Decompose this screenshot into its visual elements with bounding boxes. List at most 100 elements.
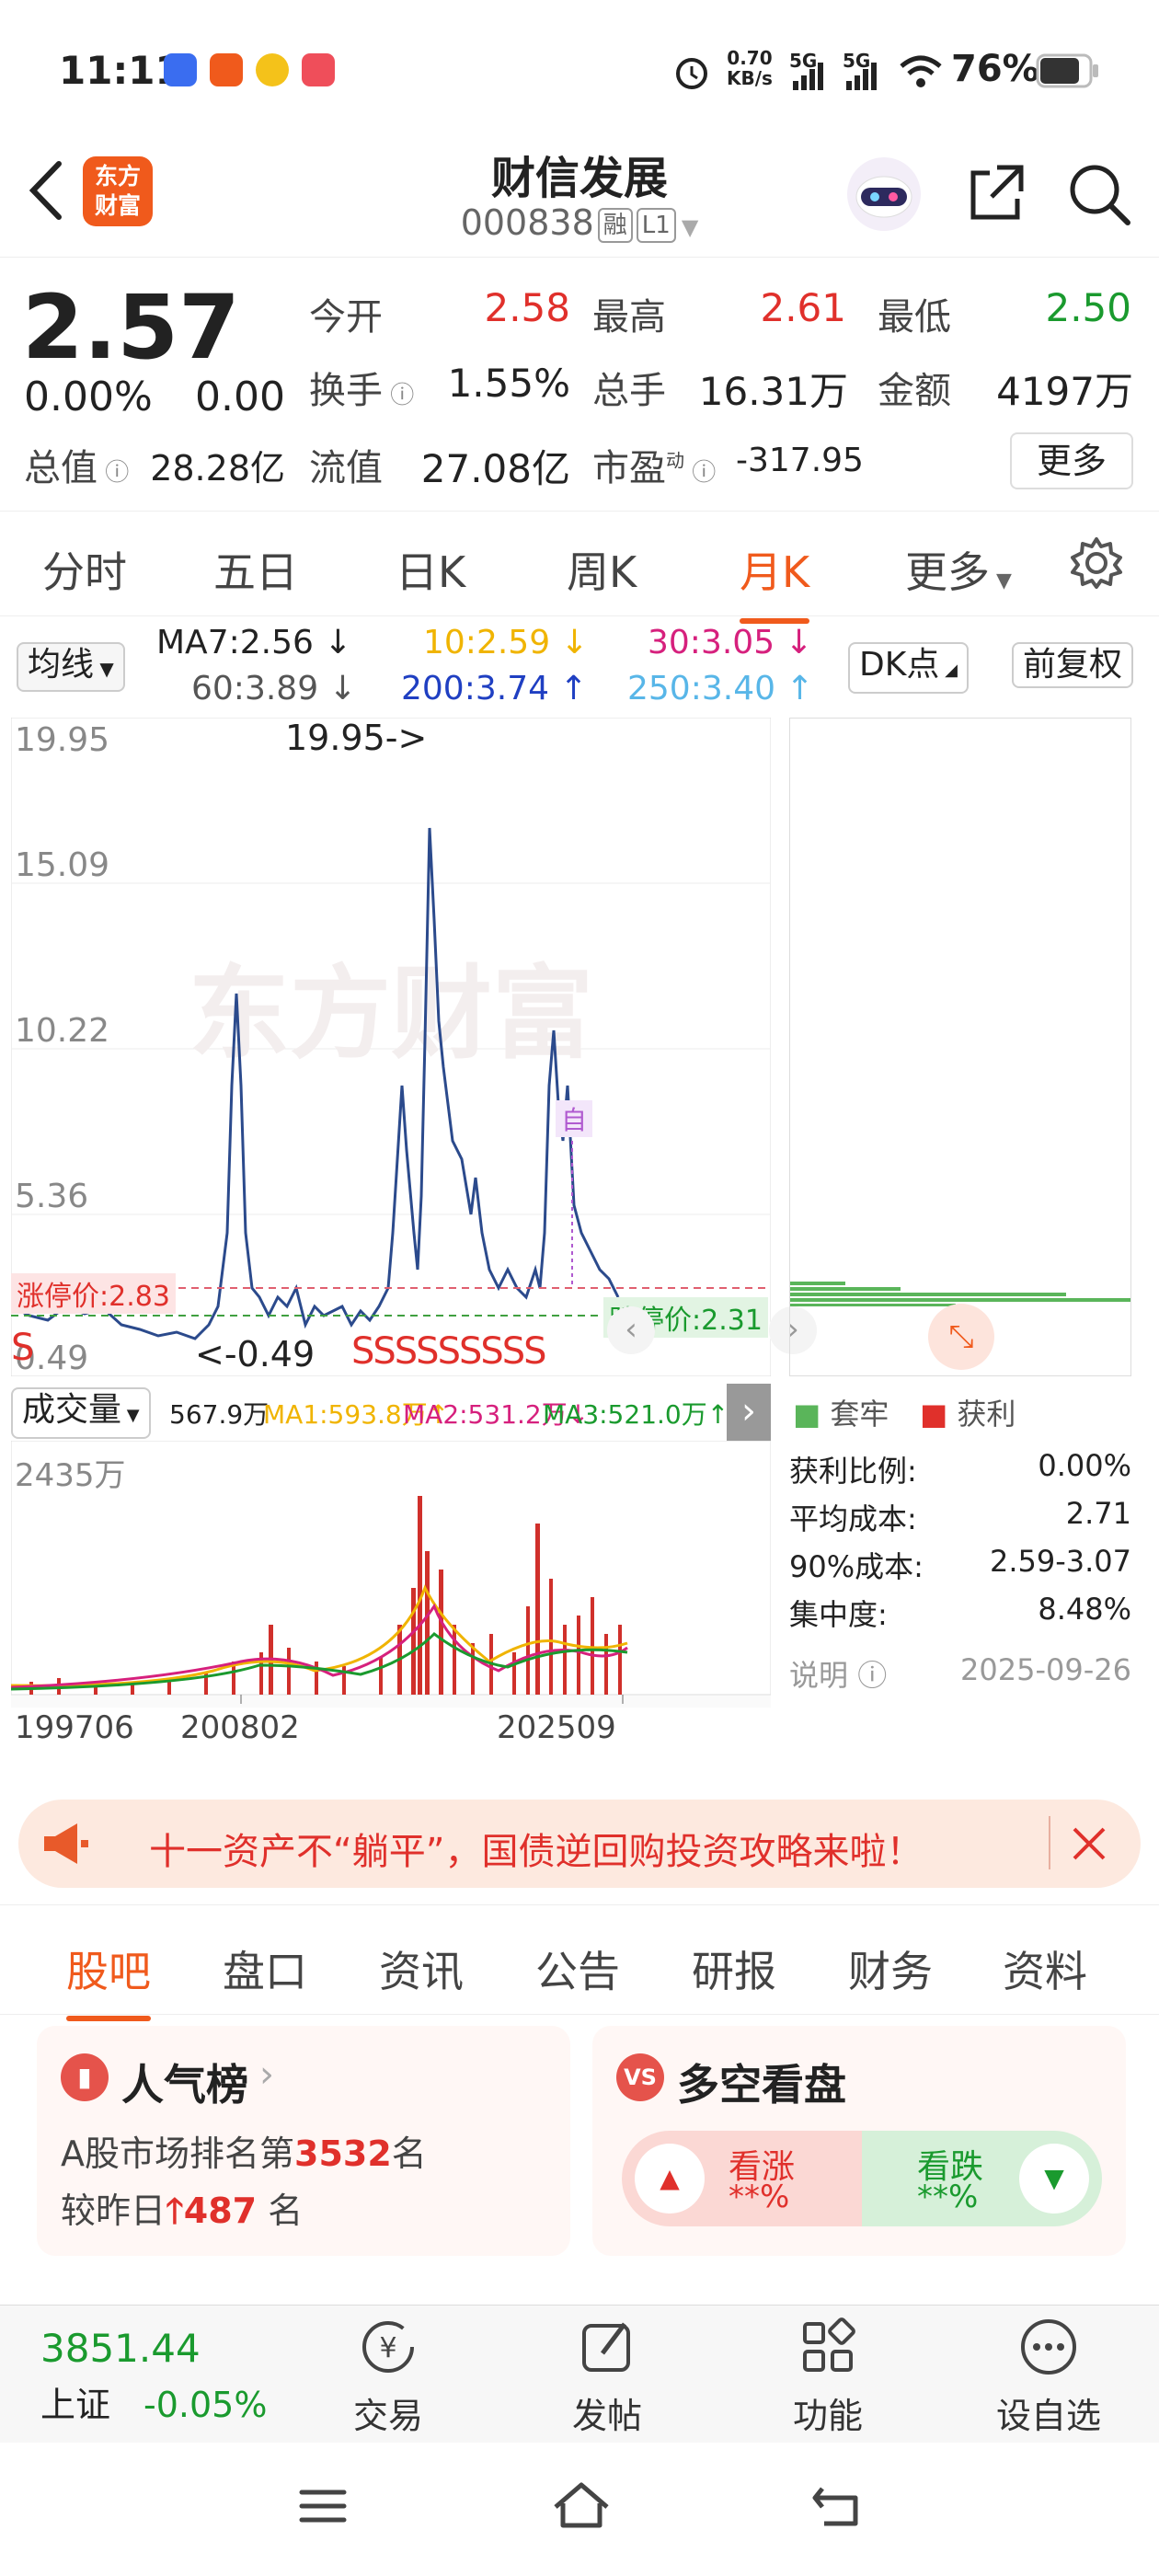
volume-ma1: MA1:593.8万↑ xyxy=(263,1399,450,1430)
info-icon[interactable]: 说明 ⓘ xyxy=(789,1658,888,1693)
bottom-toolbar: 3851.44 上证 -0.05% ¥ 交易 发帖 功能 设自选 xyxy=(0,2305,1159,2443)
turnover-value: 1.55% xyxy=(447,361,570,406)
x-label-start: 199706 xyxy=(15,1709,134,1746)
back-icon[interactable] xyxy=(22,158,68,223)
tab-announcements[interactable]: 公告 xyxy=(535,1947,620,1996)
tab-forum[interactable]: 股吧 xyxy=(66,1938,151,2021)
tab-finance[interactable]: 财务 xyxy=(848,1947,933,1996)
popularity-card[interactable]: ▮ 人气榜 › A股市场排名第3532名 较昨日🡑487 名 xyxy=(37,2026,570,2256)
tab-news[interactable]: 资讯 xyxy=(379,1947,464,1996)
low-value: 2.50 xyxy=(1045,285,1131,330)
ma10-value: 10:2.59 ↓ xyxy=(423,624,589,661)
shop-app-icon xyxy=(302,53,335,86)
open-value: 2.58 xyxy=(484,285,570,330)
tab-order-book[interactable]: 盘口 xyxy=(223,1947,307,1996)
watermark: 东方财富 xyxy=(189,955,593,1073)
bear-value: **% xyxy=(917,2179,979,2215)
chart-prev-icon[interactable]: ‹ xyxy=(607,1306,655,1354)
menu-icon[interactable] xyxy=(298,2485,348,2527)
stock-name: 财信发展 xyxy=(490,153,668,204)
self-select-mark: 自 xyxy=(556,1100,593,1137)
quote-panel: 2.57 0.00% 0.00 今开 2.58 最高 2.61 最低 2.50 … xyxy=(0,259,1159,508)
volume-chart[interactable]: 2435万 199706 200802 202509 xyxy=(10,1440,772,1746)
post-button[interactable]: 发帖 xyxy=(534,2315,681,2438)
y-label-max: 19.95 xyxy=(15,721,110,759)
battery-icon xyxy=(1036,53,1098,88)
share-icon[interactable] xyxy=(964,160,1028,224)
bull-button[interactable]: ▲ 看涨 **% xyxy=(622,2131,862,2226)
vivo-app-icon xyxy=(164,53,197,86)
index-ticker[interactable]: 3851.44 上证 -0.05% xyxy=(40,2326,298,2427)
ma200-value: 200:3.74 ↑ xyxy=(401,670,588,707)
legend-profit: ■ 获利 xyxy=(920,1397,1016,1432)
stock-code-row[interactable]: 000838 融 L1 ▼ xyxy=(0,202,1159,243)
bear-button[interactable]: 看跌 **% ▼ xyxy=(862,2131,1102,2226)
bear-label: 看跌 xyxy=(917,2148,984,2186)
stock-code: 000838 xyxy=(460,202,594,243)
tab-intraday[interactable]: 分时 xyxy=(42,547,127,597)
more-dots-icon xyxy=(1021,2319,1076,2375)
mktcap-value: 28.28亿 xyxy=(150,448,285,489)
level-tag: L1 xyxy=(636,207,676,243)
tab-weekly-k[interactable]: 周K xyxy=(567,547,637,597)
game-app-icon xyxy=(256,53,289,86)
ma-selector[interactable]: 均线 ▼ xyxy=(17,642,125,692)
home-icon[interactable] xyxy=(552,2479,611,2531)
tab-profile[interactable]: 资料 xyxy=(1003,1947,1087,1996)
function-button[interactable]: 功能 xyxy=(754,2315,901,2438)
tab-monthly-k[interactable]: 月K xyxy=(740,539,810,624)
arrow-down-icon: ▼ xyxy=(1019,2144,1089,2214)
tab-five-day[interactable]: 五日 xyxy=(213,547,298,597)
ma30-value: 30:3.05 ↓ xyxy=(648,624,813,661)
ma7-value: MA7:2.56 ↓ xyxy=(156,624,352,661)
concentration-value: 8.48% xyxy=(1038,1592,1131,1627)
price-adjust-button[interactable]: 前复权 xyxy=(1012,642,1134,688)
promo-banner[interactable]: 十一资产不“躺平”，国债逆回购投资攻略来啦！ xyxy=(18,1800,1141,1888)
system-nav-bar xyxy=(0,2443,1159,2576)
ma60-value: 60:3.89 ↓ xyxy=(191,670,357,707)
ma250-value: 250:3.40 ↑ xyxy=(627,670,814,707)
app-logo[interactable]: 东方 财富 xyxy=(83,156,153,226)
net-speed: 0.70 KB/s xyxy=(727,47,773,89)
battery-percent: 76% xyxy=(951,48,1039,90)
high-value: 2.61 xyxy=(760,285,846,330)
more-button[interactable]: 更多 xyxy=(1010,432,1133,489)
current-price: 2.57 xyxy=(22,276,240,379)
profit-ratio-label: 获利比例: xyxy=(789,1454,917,1489)
tab-daily-k[interactable]: 日K xyxy=(396,547,466,597)
add-watchlist-button[interactable]: 设自选 xyxy=(975,2315,1122,2438)
y-label-min: 0.49 xyxy=(15,1340,89,1377)
kline-chart[interactable]: 东方财富 19.95 15.09 10.22 5.36 0.49 19.95->… xyxy=(10,717,817,1377)
y-label-3: 10.22 xyxy=(15,1012,110,1050)
avg-cost-row: 平均成本: 2.71 xyxy=(789,1496,1131,1538)
turnover-label[interactable]: 换手 ⓘ xyxy=(309,370,415,412)
bar-chart-icon: ▮ xyxy=(61,2053,109,2101)
profit-ratio-row: 获利比例: 0.00% xyxy=(789,1448,1131,1490)
content-tabs: 股吧 盘口 资讯 公告 研报 财务 资料 xyxy=(0,1904,1159,2021)
tab-research[interactable]: 研报 xyxy=(692,1947,776,1996)
volume-selector[interactable]: 成交量 ▼ xyxy=(11,1387,151,1439)
megaphone-icon xyxy=(44,1823,88,1864)
close-icon[interactable] xyxy=(1071,1825,1107,1862)
pe-label[interactable]: 市盈动 ⓘ xyxy=(592,447,717,489)
tab-more[interactable]: 更多 ▼ xyxy=(905,547,1012,597)
expand-icon[interactable]: ⤡ xyxy=(928,1304,994,1370)
settings-gear-icon[interactable] xyxy=(1069,535,1124,591)
cost90-label: 90%成本: xyxy=(789,1549,924,1584)
rank-change-line: 较昨日🡑487 名 xyxy=(61,2191,304,2231)
banner-divider xyxy=(1049,1816,1050,1869)
chart-period-tabs: 分时 五日 日K 周K 月K 更多 ▼ xyxy=(0,511,1159,624)
trade-button[interactable]: ¥ 交易 xyxy=(315,2315,462,2438)
search-icon[interactable] xyxy=(1065,160,1133,228)
concentration-label: 集中度: xyxy=(789,1597,888,1632)
rank-line: A股市场排名第3532名 xyxy=(61,2133,427,2174)
stock-header: 东方 财富 财信发展 000838 融 L1 ▼ xyxy=(0,138,1159,258)
back-nav-icon[interactable] xyxy=(811,2481,865,2529)
note-row[interactable]: 说明 ⓘ 2025-09-26 xyxy=(789,1652,1131,1695)
amount-label: 金额 xyxy=(878,370,951,412)
robot-avatar-icon[interactable] xyxy=(844,155,924,234)
mktcap-label[interactable]: 总值 ⓘ xyxy=(24,447,130,489)
volume-expand-icon[interactable]: › xyxy=(727,1384,771,1441)
bull-bear-card[interactable]: VS 多空看盘 ▲ 看涨 **% 看跌 **% ▼ xyxy=(592,2026,1126,2256)
dk-point-selector[interactable]: DK点 ◢ xyxy=(848,642,969,694)
